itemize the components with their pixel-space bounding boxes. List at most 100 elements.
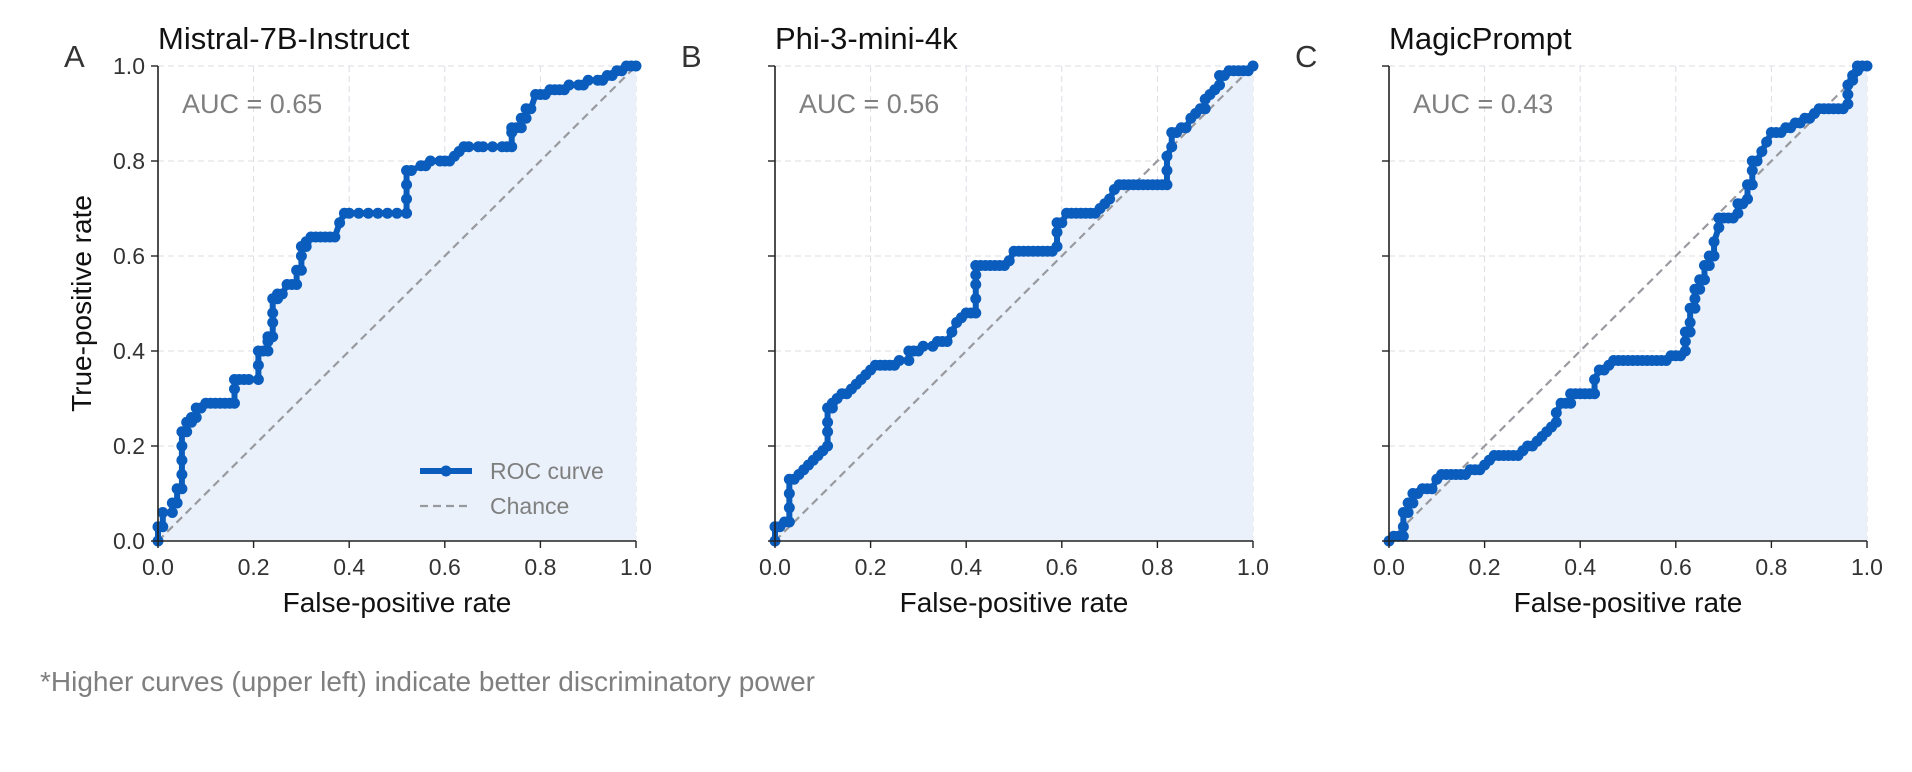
- roc-point: [822, 416, 834, 428]
- chance-line: [1388, 65, 1868, 542]
- roc-area: [158, 66, 636, 541]
- panel-b: 0.0 0.2 0.4 0.6 0.8 1.0 Phi-3-mini-4k B AUC = 0.…: [681, 21, 1269, 618]
- legend-roc-marker: [440, 465, 452, 477]
- panel-title: Phi-3-mini-4k: [775, 21, 958, 56]
- roc-point: [157, 521, 169, 533]
- roc-point: [176, 454, 188, 466]
- roc-point: [424, 155, 436, 167]
- x-tick-label: 0.6: [429, 554, 461, 580]
- roc-point: [1708, 250, 1720, 262]
- roc-point: [1842, 89, 1854, 100]
- roc-point: [1247, 60, 1259, 72]
- legend-chance-label: Chance: [490, 493, 569, 519]
- roc-point: [970, 279, 982, 290]
- roc-point: [1199, 103, 1211, 115]
- y-tick-label: 0.8: [113, 148, 145, 174]
- panel-c: 0.0 0.2 0.4 0.6 0.8 1.0 MagicPrompt C AUC = 0.43…: [1295, 21, 1883, 618]
- roc-point: [515, 122, 527, 134]
- roc-point: [582, 74, 594, 86]
- roc-point: [1713, 222, 1725, 233]
- x-tick-label: 1.0: [1851, 554, 1883, 580]
- roc-point: [1104, 193, 1116, 205]
- x-tick-label: 0.4: [333, 554, 365, 580]
- roc-point: [783, 488, 795, 499]
- roc-point: [267, 307, 279, 319]
- roc-point: [1751, 155, 1763, 167]
- roc-point: [970, 293, 982, 305]
- roc-point: [1679, 345, 1691, 357]
- roc-point: [295, 250, 307, 262]
- x-tick-label: 0.6: [1660, 554, 1692, 580]
- roc-point: [525, 103, 537, 115]
- x-tick-label: 1.0: [1237, 554, 1269, 580]
- roc-point: [181, 426, 193, 438]
- panel-letter: B: [681, 39, 702, 74]
- legend: ROC curve Chance: [420, 458, 604, 519]
- roc-point: [1679, 336, 1691, 347]
- panel-title: MagicPrompt: [1389, 21, 1572, 56]
- roc-point: [520, 112, 532, 124]
- roc-point: [487, 141, 499, 153]
- x-tick-label: 0.6: [1046, 554, 1078, 580]
- x-axis-label: False-positive rate: [283, 587, 512, 618]
- roc-point: [157, 507, 169, 518]
- roc-point: [783, 516, 795, 528]
- roc-point: [343, 207, 355, 219]
- roc-point: [166, 507, 178, 518]
- roc-point: [405, 165, 417, 176]
- roc-point: [262, 345, 274, 357]
- y-tick-label: 0.2: [113, 433, 145, 459]
- roc-point: [1550, 416, 1562, 428]
- roc-point: [783, 502, 795, 514]
- roc-point: [176, 469, 188, 480]
- auc-label: AUC = 0.65: [182, 89, 322, 119]
- roc-point: [1051, 226, 1063, 238]
- x-tick-label: 0.2: [855, 554, 887, 580]
- x-tick-label: 0.0: [142, 554, 174, 580]
- x-tick-label: 0.4: [1564, 554, 1596, 580]
- roc-point: [1689, 302, 1701, 314]
- roc-point: [243, 374, 255, 385]
- roc-point: [295, 264, 307, 276]
- roc-point: [291, 279, 303, 290]
- roc-point: [1756, 146, 1768, 157]
- roc-point: [1397, 521, 1409, 533]
- roc-point: [1565, 397, 1577, 409]
- roc-point: [381, 207, 393, 219]
- x-tick-label: 0.0: [1373, 554, 1405, 580]
- roc-point: [401, 193, 413, 205]
- roc-point: [1003, 255, 1015, 267]
- roc-point: [1166, 141, 1178, 153]
- roc-point: [267, 331, 279, 343]
- roc-point: [228, 397, 240, 409]
- roc-point: [970, 269, 982, 281]
- y-tick-label: 0.0: [113, 528, 145, 554]
- roc-point: [1056, 217, 1068, 229]
- legend-roc-label: ROC curve: [490, 458, 604, 484]
- roc-point: [267, 317, 279, 328]
- roc-point: [1684, 326, 1696, 338]
- roc-point: [946, 326, 958, 338]
- roc-point: [630, 60, 642, 72]
- roc-point: [1708, 236, 1720, 248]
- roc-point: [1732, 207, 1744, 219]
- roc-point: [1161, 150, 1173, 162]
- roc-point: [252, 374, 264, 385]
- roc-point: [1746, 165, 1758, 176]
- roc-point: [1698, 274, 1710, 286]
- roc-point: [334, 217, 346, 229]
- roc-point: [1694, 283, 1706, 295]
- x-tick-label: 0.2: [238, 554, 270, 580]
- roc-point: [1051, 241, 1063, 252]
- chance-line: [157, 65, 637, 542]
- roc-point: [171, 497, 183, 509]
- roc-point: [176, 440, 188, 452]
- roc-point: [329, 231, 341, 243]
- roc-point: [353, 207, 365, 219]
- roc-point: [401, 207, 413, 219]
- roc-point: [1214, 79, 1226, 91]
- y-tick-label: 1.0: [113, 53, 145, 79]
- roc-point: [176, 483, 188, 495]
- roc-point: [362, 207, 374, 219]
